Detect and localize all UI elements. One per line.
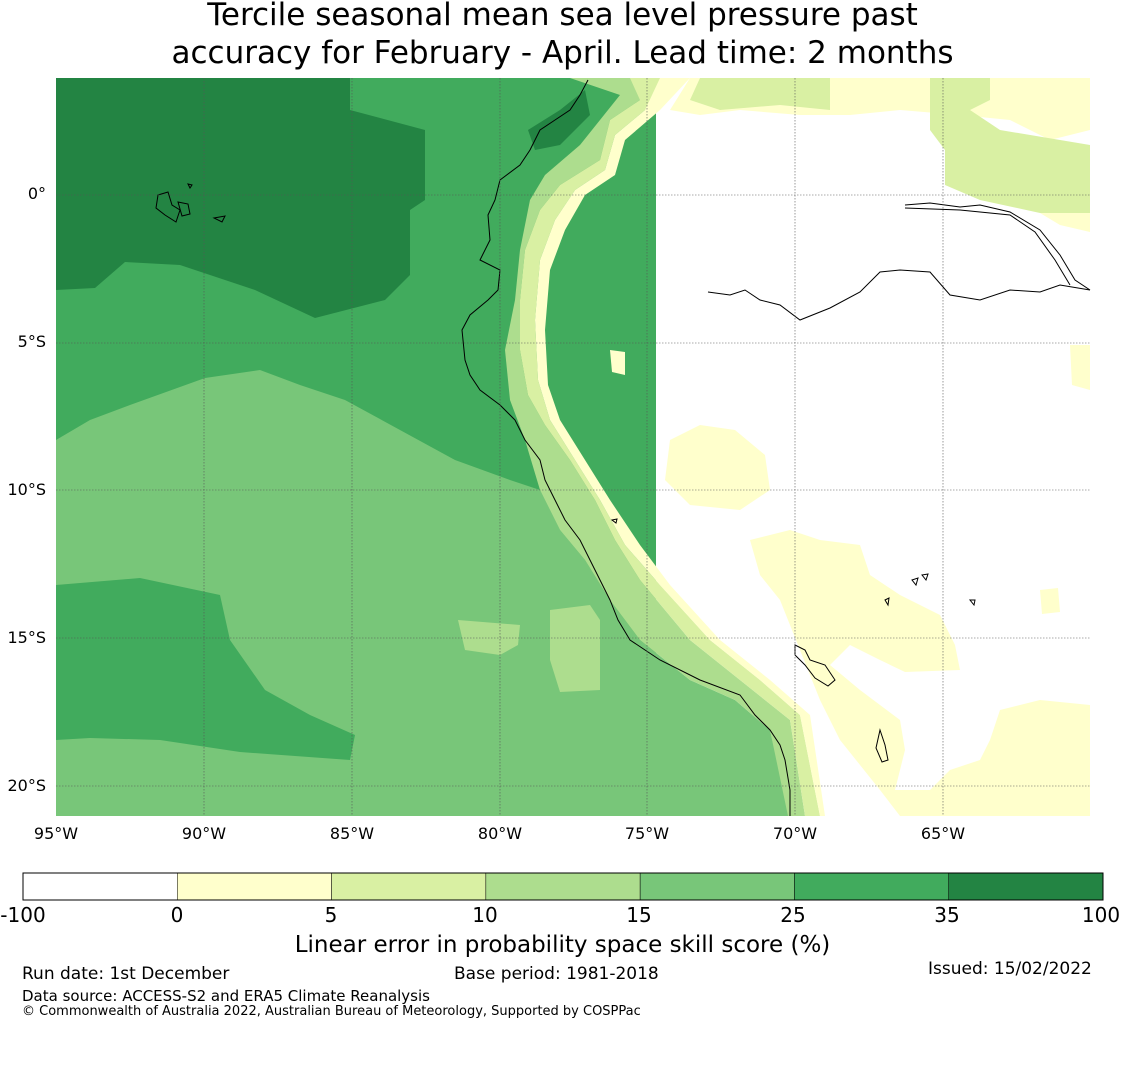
data-source: Data source: ACCESS-S2 and ERA5 Climate … [22,987,430,1005]
lat-label-15s: 15°S [7,628,46,647]
colorbar-tick-label-4: 15 [626,903,652,927]
lat-label-10s: 10°S [7,480,46,499]
lon-label-90w: 90°W [181,824,227,843]
lat-label-20s: 20°S [7,776,46,795]
region-band-35-100 [56,78,425,318]
lon-label-75w: 75°W [624,824,670,843]
galapagos-island-1 [155,191,181,223]
region-band-0-5-east-edge [1070,345,1090,390]
colorbar-tick-label-7: 100 [1081,903,1121,927]
skill-score-map [56,78,1091,816]
colorbar-tick-label-0: -100 [0,903,46,927]
small-lake-4 [968,599,976,607]
lon-label-95w: 95°W [33,824,79,843]
small-lake-3 [884,597,890,607]
region-band-0-5-blob-2 [750,530,1090,816]
gridlines [56,78,1090,816]
galapagos-island-3 [212,215,226,223]
small-lake-5 [610,518,618,524]
colorbar-segment [794,872,949,901]
region-band-0-5-small-2 [610,350,625,375]
galapagos-island-4 [187,183,193,189]
chart-title-line-2: accuracy for February - April. Lead time… [171,35,954,71]
lon-label-70w: 70°W [772,824,818,843]
colorbar-segments [22,872,1104,901]
river-south [707,269,1091,321]
colorbar-segment [331,872,487,901]
region-band-10-15-coast [505,78,805,816]
amazon-river-north-2 [904,207,1071,286]
lake-titicaca [794,644,836,687]
lake-poopo [875,728,889,763]
colorbar-tick-label-5: 25 [780,903,806,927]
region-coast-band-35-100 [528,90,590,150]
lon-label-80w: 80°W [477,824,523,843]
coastlines [155,79,1091,816]
lat-label-0: 0° [27,184,46,203]
colorbar-segment [22,872,178,901]
colorbar-segment [177,872,332,901]
base-period: Base period: 1981-2018 [454,964,659,984]
colorbar-frame [22,872,1104,901]
region-band-10-15-mid-2 [550,605,600,692]
skill-regions [56,78,1090,816]
colorbar-segment [485,872,641,901]
colorbar-segment [948,872,1104,901]
colorbar-segment [639,872,795,901]
amazon-river-north [904,202,1091,291]
region-band-5-10-north-east [930,78,1090,213]
chart-title-line-1: Tercile seasonal mean sea level pressure… [207,0,918,33]
small-lake-2 [921,573,929,582]
colorbar-tick-label-6: 35 [934,903,960,927]
south-america-west-coast [461,79,791,816]
small-lake-1 [911,577,919,587]
colorbar-tick-label-3: 10 [472,903,498,927]
region-band-10-15-mid [458,620,520,655]
lon-label-65w: 65°W [920,824,966,843]
region-band-0-5-north-east-edge [1040,213,1090,232]
colorbar-tick-label-2: 5 [324,903,338,927]
lon-label-85w: 85°W [329,824,375,843]
region-band-0-5-small [1040,588,1060,614]
issued-date: Issued: 15/02/2022 [928,959,1092,979]
run-date: Run date: 1st December [22,964,230,984]
colorbar-tick-label-1: 0 [170,903,184,927]
region-band-5-10-north-west [690,78,830,110]
lat-label-5s: 5°S [17,332,46,351]
galapagos-island-2 [177,201,191,217]
region-band-25-35-south [56,578,355,760]
colorbar-title: Linear error in probability space skill … [294,932,831,958]
copyright: © Commonwealth of Australia 2022, Austra… [22,1004,641,1019]
region-band-0-5-blob-1 [665,425,770,510]
